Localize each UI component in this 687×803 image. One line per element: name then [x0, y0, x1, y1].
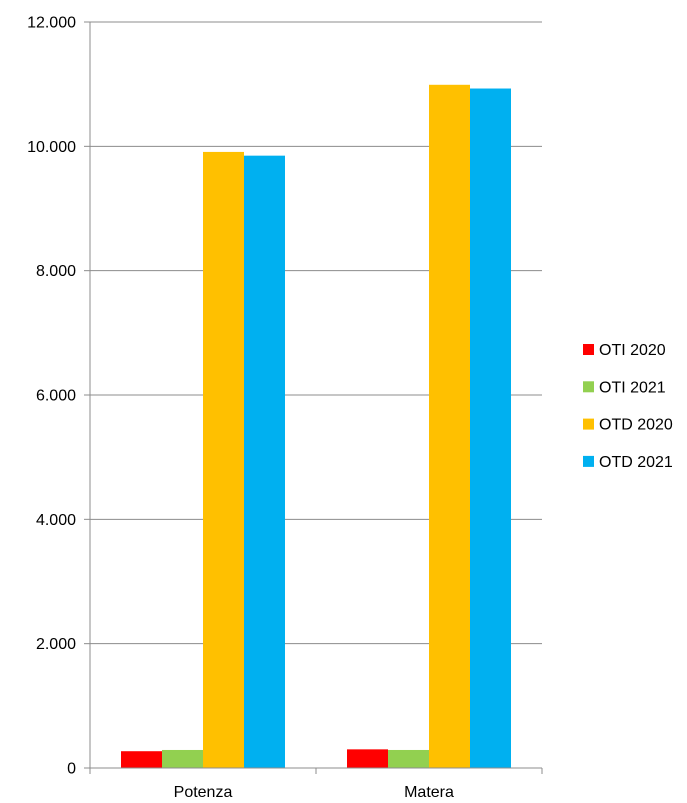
- y-tick-label: 8.000: [36, 263, 76, 280]
- x-tick-label: Matera: [404, 784, 454, 801]
- legend-swatch: [583, 344, 594, 355]
- bar-oti-2021-potenza: [162, 749, 203, 768]
- bar-otd-2020-potenza: [203, 151, 244, 768]
- bar-oti-2021-matera: [388, 749, 429, 768]
- legend-swatch: [583, 381, 594, 393]
- legend-label: OTI 2020: [599, 342, 666, 359]
- legend: OTI 2020 OTI 2021 OTD 2020 OTD 2021: [583, 342, 673, 471]
- x-tick-labels: Potenza Matera: [174, 784, 454, 801]
- y-tick-label: 10.000: [27, 139, 76, 156]
- bars: [121, 84, 511, 769]
- y-tick-label: 6.000: [36, 388, 76, 405]
- legend-swatch: [583, 418, 594, 430]
- y-tick-label: 12.000: [27, 15, 76, 32]
- legend-label: OTD 2020: [599, 417, 673, 434]
- bar-otd-2021-potenza: [244, 155, 285, 769]
- legend-label: OTI 2021: [599, 379, 666, 396]
- bar-oti-2020-potenza: [121, 751, 162, 768]
- y-tick-label: 0: [67, 761, 76, 778]
- y-tick-labels: 0 2.000 4.000 6.000 8.000 10.000 12.000: [27, 15, 76, 778]
- legend-swatch: [583, 455, 594, 467]
- legend-label: OTD 2021: [599, 454, 673, 471]
- y-tick-label: 4.000: [36, 512, 76, 529]
- x-tick-label: Potenza: [174, 784, 233, 801]
- axes: [84, 21, 543, 774]
- bar-otd-2021-matera: [470, 88, 511, 769]
- bar-otd-2020-matera: [429, 84, 470, 768]
- y-tick-label: 2.000: [36, 636, 76, 653]
- bar-oti-2020-matera: [347, 749, 388, 768]
